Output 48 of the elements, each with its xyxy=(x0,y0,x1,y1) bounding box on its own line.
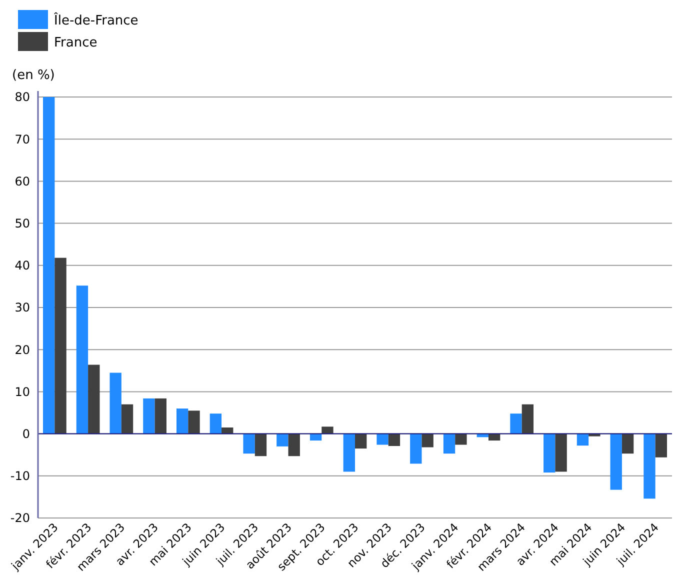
bar xyxy=(655,434,667,458)
bar xyxy=(110,372,122,434)
bar xyxy=(288,434,300,456)
bar xyxy=(121,404,134,434)
bar xyxy=(544,434,556,473)
bar xyxy=(644,434,656,499)
legend-label: Île-de-France xyxy=(53,12,138,29)
bar xyxy=(322,426,334,434)
y-tick-label: 60 xyxy=(14,174,30,188)
bar xyxy=(88,364,100,434)
bar xyxy=(276,434,288,446)
bar xyxy=(355,434,367,449)
y-tick-label: 30 xyxy=(14,300,30,315)
y-tick-label: 70 xyxy=(14,132,30,146)
bar xyxy=(222,427,234,434)
bar xyxy=(510,414,522,434)
bar xyxy=(76,286,88,434)
bar xyxy=(154,398,166,434)
bar xyxy=(243,434,255,454)
bar xyxy=(610,434,622,490)
y-tick-label: 80 xyxy=(14,90,30,104)
bar xyxy=(54,258,66,434)
bar xyxy=(176,408,188,434)
bar xyxy=(422,434,434,448)
bar xyxy=(210,414,222,434)
y-tick-label: 20 xyxy=(14,342,30,357)
legend-label: France xyxy=(54,36,98,51)
y-axis-title: (en %) xyxy=(12,68,55,83)
y-tick-label: 40 xyxy=(14,258,30,273)
bar xyxy=(388,434,400,446)
bar xyxy=(376,434,388,445)
bar xyxy=(410,434,422,464)
bar xyxy=(43,97,55,434)
y-tick-label: 50 xyxy=(14,216,30,230)
bar xyxy=(254,434,267,456)
y-tick-label: 10 xyxy=(14,384,30,399)
bar xyxy=(188,410,200,434)
bar xyxy=(576,434,589,446)
bar xyxy=(555,434,567,472)
bar xyxy=(522,404,534,434)
y-tick-label: -10 xyxy=(10,469,30,484)
bar xyxy=(143,398,155,434)
bar xyxy=(622,434,634,454)
bar xyxy=(343,434,355,472)
bar xyxy=(443,434,456,454)
bar xyxy=(455,434,467,445)
y-tick-label: 0 xyxy=(22,427,30,441)
y-tick-label: -20 xyxy=(10,511,30,526)
